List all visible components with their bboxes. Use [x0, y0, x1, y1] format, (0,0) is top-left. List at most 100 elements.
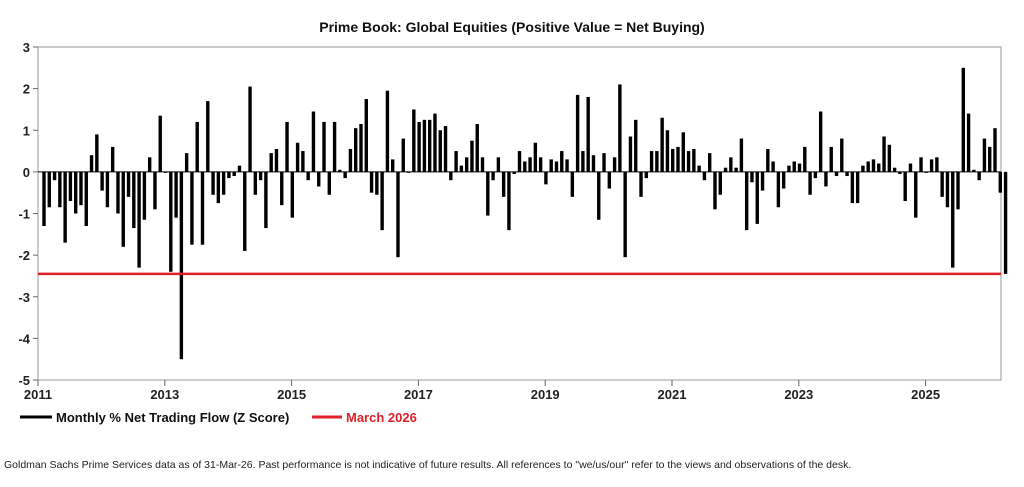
bar	[137, 171, 141, 268]
bar	[972, 169, 976, 172]
bar	[961, 67, 965, 172]
bar	[549, 159, 553, 172]
bar	[486, 171, 490, 216]
bar	[834, 171, 839, 177]
bar	[306, 171, 310, 181]
bar	[438, 130, 442, 172]
bar	[739, 138, 744, 172]
bar	[771, 161, 775, 172]
bar	[491, 171, 495, 181]
bar	[163, 171, 168, 173]
bar	[591, 155, 596, 172]
bar	[845, 171, 849, 177]
bar	[211, 171, 215, 195]
bar	[496, 157, 501, 172]
footer-disclaimer: Goldman Sachs Prime Services data as of …	[4, 459, 852, 471]
bar	[158, 115, 162, 172]
bar	[179, 171, 184, 360]
bars	[38, 67, 1008, 360]
bar	[369, 171, 374, 193]
bar	[945, 171, 950, 208]
bar	[290, 171, 295, 218]
chart-title: Prime Book: Global Equities (Positive Va…	[319, 19, 704, 35]
bar	[42, 171, 46, 226]
bar	[533, 142, 538, 172]
bar	[919, 157, 923, 172]
legend-label-march-2026: March 2026	[346, 410, 417, 425]
x-tick-label: 2025	[911, 387, 940, 402]
bar	[665, 130, 670, 172]
bar	[914, 171, 918, 218]
bar	[68, 171, 73, 202]
x-tick-label: 2017	[404, 387, 433, 402]
bar	[871, 159, 876, 172]
bar	[517, 151, 522, 172]
bar	[147, 157, 152, 172]
bar	[813, 171, 818, 179]
x-tick-label: 2013	[150, 387, 179, 402]
bar	[142, 171, 147, 220]
bar	[554, 161, 559, 172]
bar	[311, 111, 316, 172]
bar	[808, 171, 812, 195]
bar	[412, 109, 416, 172]
bar	[565, 159, 569, 172]
bar	[52, 171, 57, 181]
bar	[332, 121, 337, 172]
bar	[797, 163, 802, 172]
bar	[618, 84, 622, 172]
bar	[200, 171, 205, 245]
bar	[866, 161, 870, 172]
bar	[100, 171, 104, 191]
y-tick-label: -2	[18, 248, 30, 263]
bar	[686, 151, 691, 172]
y-tick-label: 2	[23, 82, 30, 97]
bar	[507, 171, 511, 231]
bar	[713, 171, 717, 210]
bar	[295, 142, 300, 172]
bar	[575, 94, 580, 172]
bar	[639, 171, 643, 197]
x-tick-label: 2023	[784, 387, 813, 402]
bar	[348, 148, 353, 172]
bar	[892, 167, 897, 172]
bar	[443, 126, 448, 172]
bar	[301, 151, 305, 172]
bar	[79, 171, 83, 206]
bar	[718, 171, 722, 195]
bar	[776, 171, 781, 208]
bar	[380, 171, 384, 231]
legend-label-net-flow: Monthly % Net Trading Flow (Z Score)	[56, 410, 289, 425]
bar	[792, 161, 796, 172]
bar	[744, 171, 749, 231]
bar	[877, 163, 881, 172]
bar	[681, 132, 685, 172]
bar	[581, 151, 585, 172]
bar	[628, 136, 633, 172]
bar	[422, 119, 427, 172]
bar	[322, 121, 326, 172]
bar	[126, 171, 131, 197]
bar	[660, 117, 664, 172]
bar	[607, 171, 612, 189]
bar	[174, 171, 178, 218]
bar	[364, 99, 368, 172]
bar	[338, 169, 342, 172]
y-tick-label: -1	[18, 207, 30, 222]
bar	[887, 144, 892, 172]
bar	[110, 146, 115, 172]
bar	[924, 171, 929, 173]
bar	[993, 128, 997, 172]
bar	[855, 171, 860, 204]
bar	[1003, 171, 1008, 274]
bar	[903, 171, 907, 202]
bar	[184, 153, 189, 172]
bar	[58, 171, 62, 208]
bar	[612, 157, 617, 172]
bar	[253, 171, 258, 195]
bar	[512, 171, 516, 174]
bar	[63, 171, 67, 243]
bar	[929, 159, 934, 172]
bar	[586, 96, 590, 172]
bar	[221, 171, 226, 195]
